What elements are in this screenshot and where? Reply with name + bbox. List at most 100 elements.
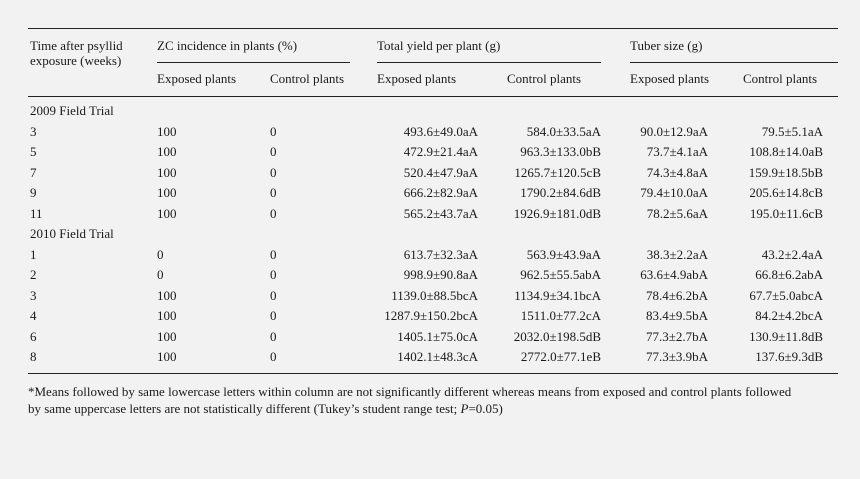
cell-yield-control: 963.3±133.0bB — [520, 144, 601, 159]
cell-tuber-exposed: 83.4±9.5bA — [645, 308, 708, 323]
subheader-yield-exposed: Exposed plants — [377, 71, 457, 86]
cell-yield-exposed: 520.4±47.9aA — [403, 164, 478, 180]
cell-zc-exposed: 100 — [157, 349, 177, 364]
cell-tuber-exposed: 90.0±12.9aA — [640, 123, 708, 139]
header-time-line1: Time after psyllid — [30, 38, 123, 53]
cell-zc-exposed: 100 — [157, 328, 177, 344]
footnote-p-symbol: P — [460, 401, 469, 416]
cell-tuber-control: 205.6±14.8cB — [749, 185, 823, 200]
cell-tuber-exposed: 77.3±2.7bA — [645, 328, 708, 344]
footnote-line2-pre: by same uppercase letters are not statis… — [28, 401, 461, 416]
header-time: Time after psyllid exposure (weeks) — [30, 38, 123, 68]
cell-tuber-control: 137.6±9.3dB — [755, 349, 823, 364]
cell-zc-control: 0 — [270, 185, 277, 200]
cell-tuber-control: 67.7±5.0abcA — [749, 287, 823, 303]
cell-tuber-control: 79.5±5.1aA — [761, 123, 823, 139]
cell-tuber-exposed: 63.6±4.9abA — [640, 267, 708, 282]
cell-yield-exposed: 998.9±90.8aA — [403, 267, 478, 282]
subheader-tuber-exposed: Exposed plants — [630, 71, 710, 86]
header-tuber: Tuber size (g) — [630, 38, 703, 53]
cell-week: 11 — [30, 205, 43, 221]
cell-yield-exposed: 1405.1±75.0cA — [397, 328, 478, 344]
cell-tuber-control: 195.0±11.6cB — [749, 205, 823, 221]
cell-tuber-control: 66.8±6.2abA — [755, 267, 823, 282]
cell-zc-exposed: 0 — [157, 267, 164, 282]
cell-zc-control: 0 — [270, 267, 277, 282]
cell-yield-control: 584.0±33.5aA — [526, 123, 601, 139]
cell-week: 3 — [30, 123, 37, 139]
cell-zc-control: 0 — [270, 287, 277, 303]
cell-yield-exposed: 472.9±21.4aA — [403, 144, 478, 159]
cell-week: 6 — [30, 328, 37, 344]
cell-tuber-exposed: 73.7±4.1aA — [646, 144, 708, 159]
table-bottom-rule — [28, 373, 838, 375]
cell-yield-control: 563.9±43.9aA — [526, 246, 601, 262]
subheader-tuber-control: Control plants — [743, 71, 818, 86]
cell-tuber-control: 43.2±2.4aA — [761, 246, 823, 262]
cell-zc-exposed: 100 — [157, 185, 177, 200]
cell-zc-control: 0 — [270, 349, 277, 364]
cell-zc-control: 0 — [270, 328, 277, 344]
footnote-line2-post: =0.05) — [468, 401, 503, 416]
cell-zc-control: 0 — [270, 205, 277, 221]
cell-tuber-exposed: 78.2±5.6aA — [646, 205, 708, 221]
footnote: *Means followed by same lowercase letter… — [28, 383, 838, 417]
cell-yield-control: 1265.7±120.5cB — [514, 164, 601, 180]
cell-zc-control: 0 — [270, 308, 277, 323]
cell-zc-exposed: 100 — [157, 164, 177, 180]
cell-week: 5 — [30, 144, 37, 159]
cell-yield-exposed: 666.2±82.9aA — [403, 185, 478, 200]
cell-week: 9 — [30, 185, 37, 200]
yield-group-rule — [377, 62, 601, 63]
cell-tuber-exposed: 38.3±2.2aA — [646, 246, 708, 262]
cell-yield-control: 1134.9±34.1bcA — [514, 287, 601, 303]
cell-tuber-exposed: 78.4±6.2bA — [645, 287, 708, 303]
footnote-line2: by same uppercase letters are not statis… — [28, 400, 838, 417]
cell-week: 2 — [30, 267, 37, 282]
cell-week: 3 — [30, 287, 37, 303]
cell-yield-exposed: 1287.9±150.2bcA — [384, 308, 478, 323]
section-title: 2010 Field Trial — [30, 226, 114, 241]
cell-yield-exposed: 493.6±49.0aA — [403, 123, 478, 139]
cell-zc-exposed: 100 — [157, 287, 177, 303]
cell-zc-control: 0 — [270, 246, 277, 262]
cell-week: 7 — [30, 164, 37, 180]
cell-yield-control: 2772.0±77.1eB — [520, 349, 601, 364]
header-bottom-rule — [28, 96, 838, 97]
cell-zc-control: 0 — [270, 144, 277, 159]
zc-group-rule — [157, 62, 350, 63]
subheader-yield-control: Control plants — [507, 71, 582, 86]
cell-yield-exposed: 1402.1±48.3cA — [397, 349, 478, 364]
cell-yield-exposed: 613.7±32.3aA — [403, 246, 478, 262]
cell-zc-control: 0 — [270, 164, 277, 180]
footnote-line1: *Means followed by same lowercase letter… — [28, 384, 792, 399]
subheader-zc-control: Control plants — [270, 71, 345, 86]
cell-week: 4 — [30, 308, 37, 323]
tuber-group-rule — [630, 62, 838, 63]
section-title: 2009 Field Trial — [30, 103, 114, 118]
cell-yield-control: 2032.0±198.5dB — [513, 328, 601, 344]
cell-zc-exposed: 100 — [157, 205, 177, 221]
header-time-line2: exposure (weeks) — [30, 53, 122, 68]
cell-zc-exposed: 100 — [157, 308, 177, 323]
subheader-zc-exposed: Exposed plants — [157, 71, 237, 86]
cell-tuber-control: 84.2±4.2bcA — [755, 308, 823, 323]
cell-yield-control: 1511.0±77.2cA — [520, 308, 601, 323]
cell-tuber-control: 130.9±11.8dB — [749, 328, 823, 344]
cell-zc-exposed: 100 — [157, 144, 177, 159]
cell-tuber-exposed: 74.3±4.8aA — [646, 164, 708, 180]
cell-yield-control: 962.5±55.5abA — [520, 267, 601, 282]
cell-week: 8 — [30, 349, 37, 364]
cell-tuber-control: 159.9±18.5bB — [748, 164, 823, 180]
cell-zc-control: 0 — [270, 123, 277, 139]
cell-tuber-exposed: 77.3±3.9bA — [645, 349, 708, 364]
cell-zc-exposed: 100 — [157, 123, 177, 139]
cell-yield-exposed: 1139.0±88.5bcA — [391, 287, 478, 303]
header-zc: ZC incidence in plants (%) — [157, 38, 298, 53]
cell-zc-exposed: 0 — [157, 246, 164, 262]
header-yield: Total yield per plant (g) — [377, 38, 501, 53]
cell-yield-control: 1926.9±181.0dB — [513, 205, 601, 221]
cell-tuber-control: 108.8±14.0aB — [749, 144, 823, 159]
cell-yield-exposed: 565.2±43.7aA — [403, 205, 478, 221]
